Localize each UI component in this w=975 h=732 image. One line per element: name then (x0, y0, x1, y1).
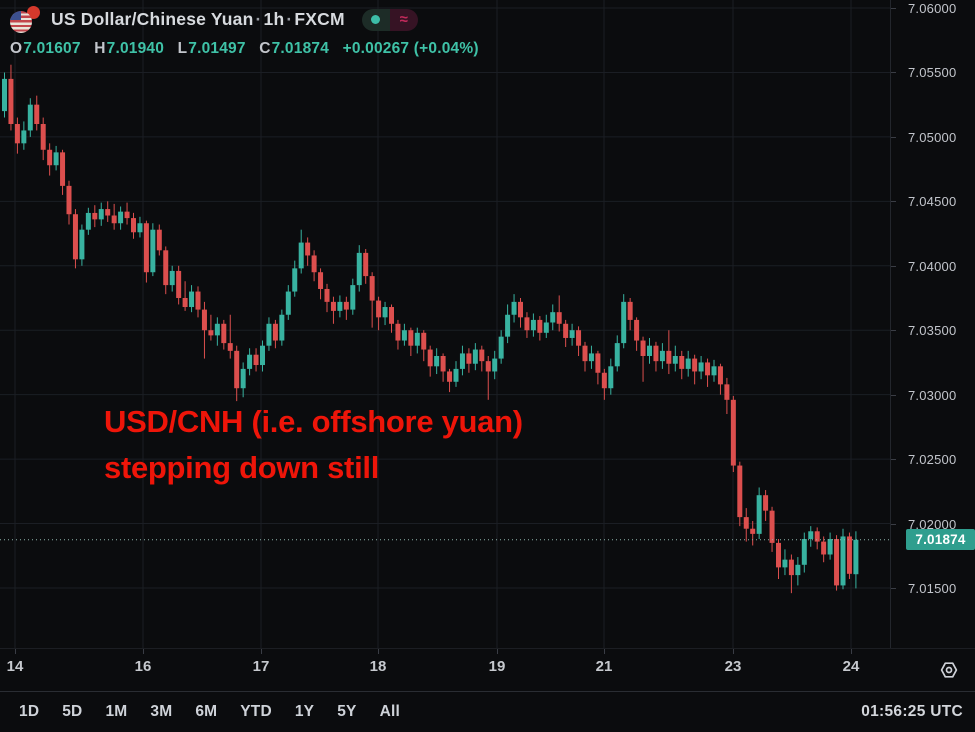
annotation-line-1: USD/CNH (i.e. offshore yuan) (104, 404, 523, 439)
annotation-line-2: stepping down still (104, 450, 380, 485)
range-button-5d[interactable]: 5D (59, 701, 85, 723)
chart-pane[interactable]: US Dollar/Chinese Yuan · 1h · FXCM ≈ O7.0160… (0, 0, 890, 648)
market-open-status-icon[interactable] (361, 8, 390, 31)
symbol-header[interactable]: US Dollar/Chinese Yuan · 1h · FXCM ≈ (10, 6, 479, 33)
price-tick-label: 7.05000 (908, 129, 957, 145)
time-tick-label: 18 (369, 658, 387, 675)
price-axis-tick (891, 136, 896, 138)
high-label: H (94, 40, 106, 57)
price-tick-label: 7.03500 (908, 323, 957, 339)
close-value: 7.01874 (271, 40, 330, 57)
chart-settings-button[interactable] (937, 658, 961, 682)
price-axis-tick (891, 201, 896, 203)
price-axis-tick (891, 459, 896, 461)
price-tick-label: 7.02000 (908, 516, 957, 532)
price-tick-label: 7.05500 (908, 65, 957, 81)
time-axis-tick (15, 649, 16, 654)
range-button-all[interactable]: All (377, 701, 403, 723)
price-tick-label: 7.06000 (908, 1, 957, 16)
candlestick-chart[interactable] (0, 0, 890, 648)
gear-hexagon-icon (940, 662, 958, 678)
price-axis[interactable]: 7.01874 7.06000 7.05500 7.05000 7.04500 7.04… (890, 0, 975, 648)
chart-header: US Dollar/Chinese Yuan · 1h · FXCM ≈ O7.0160… (10, 6, 479, 58)
time-axis-tick (378, 649, 379, 654)
time-tick-label: 14 (6, 658, 24, 675)
time-axis-tick (604, 649, 605, 654)
time-axis-tick (261, 649, 262, 654)
change-percent: (+0.04%) (413, 40, 479, 57)
usd-cnh-flag-icon (10, 6, 42, 33)
open-value: 7.01607 (23, 40, 81, 57)
time-axis-tick (497, 649, 498, 654)
price-tick-label: 7.04000 (908, 258, 957, 274)
range-button-5y[interactable]: 5Y (334, 701, 359, 723)
ohlc-readout: O7.01607 H7.01940 L7.01497 C7.01874 +0.0… (10, 40, 479, 58)
status-dot-icon (371, 15, 381, 24)
range-button-1d[interactable]: 1D (16, 701, 42, 723)
delayed-data-icon[interactable]: ≈ (389, 8, 418, 31)
range-button-1y[interactable]: 1Y (292, 701, 317, 723)
change-value: +0.00267 (342, 40, 410, 57)
time-axis-tick (851, 649, 852, 654)
range-button-ytd[interactable]: YTD (237, 701, 275, 723)
exchange-label[interactable]: FXCM (294, 9, 345, 29)
price-axis-tick (891, 72, 896, 74)
clock-utc[interactable]: 01:56:25 UTC (861, 703, 963, 720)
low-value: 7.01497 (188, 40, 246, 57)
low-label: L (177, 40, 188, 57)
last-price-label: 7.01874 (906, 529, 975, 551)
chart-annotation: USD/CNH (i.e. offshore yuan) stepping do… (104, 399, 523, 491)
price-axis-tick (891, 394, 896, 396)
price-tick-label: 7.02500 (908, 452, 957, 468)
time-tick-label: 19 (488, 658, 506, 675)
price-axis-tick (891, 330, 896, 332)
title-separator: · (286, 9, 293, 29)
symbol-name[interactable]: US Dollar/Chinese Yuan (51, 9, 254, 29)
bottom-toolbar: 1D 5D 1M 3M 6M YTD 1Y 5Y All 01:56:25 UTC (0, 692, 975, 732)
price-axis-tick (891, 8, 896, 9)
range-button-1m[interactable]: 1M (102, 701, 130, 723)
high-value: 7.01940 (106, 40, 165, 57)
approx-glyph: ≈ (399, 11, 408, 28)
open-label: O (10, 40, 23, 57)
market-status-pill: ≈ (361, 8, 418, 31)
range-selector: 1D 5D 1M 3M 6M YTD 1Y 5Y All (16, 701, 403, 723)
time-tick-label: 23 (724, 658, 742, 675)
price-axis-tick (891, 265, 896, 267)
range-button-6m[interactable]: 6M (192, 701, 220, 723)
title-separator: · (255, 9, 262, 29)
price-tick-label: 7.03000 (908, 387, 957, 403)
time-tick-label: 21 (595, 658, 613, 675)
last-price-value: 7.01874 (915, 532, 966, 548)
time-tick-label: 17 (252, 658, 270, 675)
range-button-3m[interactable]: 3M (147, 701, 175, 723)
interval-label[interactable]: 1h (263, 9, 285, 29)
time-axis[interactable]: 14 16 17 18 19 21 23 24 (0, 648, 975, 692)
time-tick-label: 16 (134, 658, 152, 675)
price-axis-tick (891, 588, 896, 589)
symbol-title[interactable]: US Dollar/Chinese Yuan · 1h · FXCM (51, 9, 345, 30)
price-tick-label: 7.04500 (908, 194, 957, 210)
time-axis-tick (143, 649, 144, 654)
us-flag-icon (10, 11, 32, 33)
time-axis-tick (733, 649, 734, 654)
price-tick-label: 7.01500 (908, 581, 957, 596)
price-axis-tick (891, 523, 896, 525)
time-tick-label: 24 (842, 658, 860, 675)
close-label: C (259, 40, 271, 57)
